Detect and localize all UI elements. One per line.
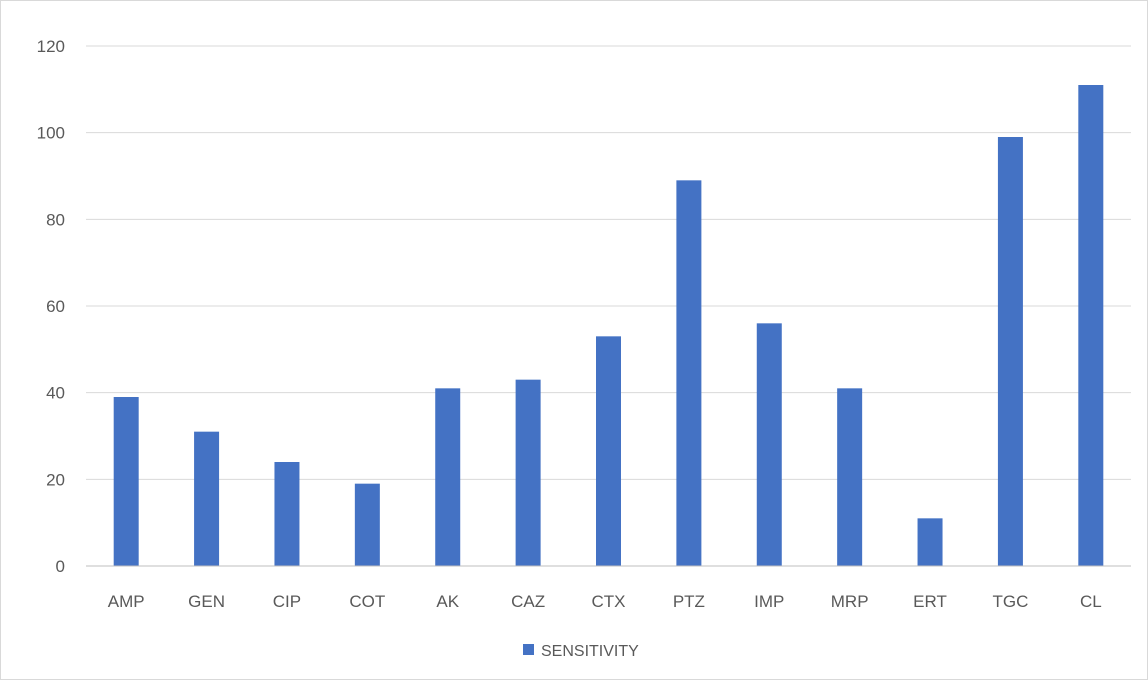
bar-imp	[756, 323, 782, 566]
x-tick-label: ERT	[913, 592, 947, 611]
gridlines	[86, 45, 1131, 480]
legend-label: SENSITIVITY	[541, 643, 639, 660]
bar-gen	[194, 431, 220, 566]
bar-cl	[1078, 85, 1104, 566]
x-tick-label: TGC	[992, 592, 1028, 611]
x-tick-label: CIP	[273, 592, 301, 611]
y-tick-label: 100	[37, 124, 65, 143]
y-tick-label: 40	[46, 384, 65, 403]
y-tick-label: 80	[46, 210, 65, 229]
x-tick-label: CAZ	[511, 592, 545, 611]
bar-ptz	[676, 180, 702, 567]
x-tick-label: AMP	[108, 592, 145, 611]
y-tick-label: 20	[46, 470, 65, 489]
y-tick-labels: 0 20 40 60 80 100 120	[37, 37, 65, 576]
x-tick-label: CTX	[592, 592, 626, 611]
bar-caz	[515, 379, 541, 566]
x-tick-label: MRP	[831, 592, 869, 611]
bar-ak	[435, 388, 461, 566]
y-tick-label: 0	[56, 557, 65, 576]
bar-amp	[113, 397, 139, 566]
bar-tgc	[997, 137, 1023, 566]
x-tick-label: CL	[1080, 592, 1102, 611]
y-tick-label: 120	[37, 37, 65, 56]
y-tick-label: 60	[46, 297, 65, 316]
x-tick-label: PTZ	[673, 592, 705, 611]
legend: SENSITIVITY	[523, 643, 639, 660]
x-tick-label: GEN	[188, 592, 225, 611]
bar-mrp	[837, 388, 863, 566]
x-tick-labels: AMP GEN CIP COT AK CAZ CTX PTZ IMP MRP ERT TGC CL	[108, 592, 1102, 611]
bars	[113, 85, 1104, 567]
bar-cip	[274, 462, 300, 566]
bar-ert	[917, 518, 943, 566]
x-tick-label: AK	[436, 592, 459, 611]
legend-swatch	[523, 644, 534, 655]
x-tick-label: IMP	[754, 592, 784, 611]
x-tick-label: COT	[349, 592, 385, 611]
bar-cot	[354, 483, 380, 566]
bar-ctx	[596, 336, 621, 566]
